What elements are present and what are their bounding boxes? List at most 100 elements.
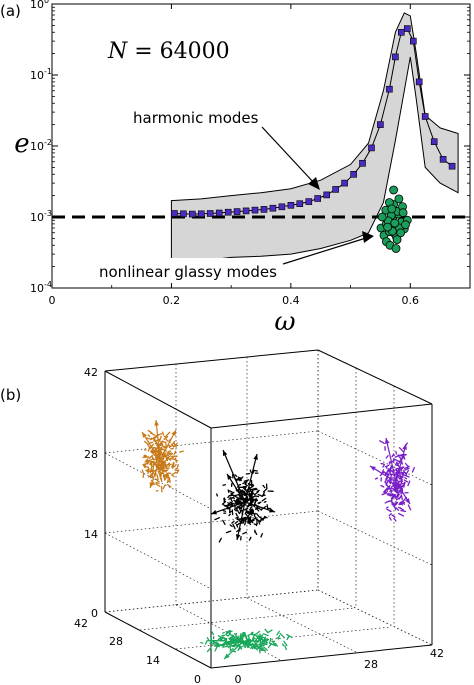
- y-tick-label: 10-3: [30, 209, 52, 224]
- glassy-point: [383, 222, 393, 232]
- grid-floor-1: [139, 607, 355, 631]
- x-tick-0: 0: [235, 673, 242, 685]
- cluster-black-arrow: [236, 501, 246, 541]
- z-tick-42: 42: [84, 366, 98, 379]
- x-tick-label: 0.6: [402, 294, 420, 307]
- z-tick-14: 14: [84, 528, 98, 541]
- y-tick-base: 10: [30, 69, 44, 82]
- cluster-black-arrowhead: [211, 510, 217, 515]
- cube-edge-bottom-left: [104, 611, 212, 669]
- cluster-green-arrowhead: [260, 646, 266, 651]
- y-tick-label: 10-4: [30, 280, 52, 295]
- harmonic-point: [377, 121, 384, 128]
- glassy-point: [396, 228, 406, 238]
- harmonic-point: [397, 28, 405, 36]
- grid-floor-4: [246, 597, 359, 654]
- harmonic-spread-band: [170, 12, 459, 265]
- harmonic-point: [269, 204, 277, 212]
- cluster-3d-black: [210, 449, 276, 543]
- series-layer: [171, 25, 456, 253]
- cluster-green-mesh: [200, 628, 293, 654]
- cube-edge-bottom-front: [210, 644, 433, 669]
- glassy-point: [377, 212, 387, 222]
- axes-a-ticks: [51, 3, 470, 289]
- harmonic-arrow-line: [261, 126, 316, 185]
- cluster-orange-arrowhead: [142, 432, 147, 438]
- y-tick-label: 10-1: [30, 67, 52, 82]
- cluster-orange-arrow: [141, 431, 161, 461]
- y-tick-28: 28: [109, 635, 123, 648]
- panel-b-label: (b): [0, 386, 21, 404]
- cluster-green-arrowhead: [224, 653, 230, 659]
- harmonic-point: [314, 195, 322, 202]
- y-tick-exponent: -4: [44, 280, 52, 289]
- cluster-purple-arrow: [395, 443, 407, 483]
- glassy-point: [398, 208, 408, 218]
- harmonic-point: [409, 37, 417, 45]
- harmonic-point: [180, 210, 187, 218]
- harmonic-point: [368, 144, 375, 152]
- harmonic-point: [305, 198, 313, 205]
- harmonic-point: [233, 208, 241, 215]
- x-tick-label: 0: [49, 294, 56, 307]
- y-axis-label: e: [14, 129, 29, 159]
- glassy-point: [389, 185, 399, 195]
- n-symbol: N: [107, 39, 128, 64]
- y-tick-label: 100: [30, 0, 49, 11]
- harmonic-point: [341, 179, 348, 187]
- cluster-black-arrowhead: [253, 454, 258, 460]
- cluster-orange-arrow: [155, 419, 161, 461]
- glassy-point: [394, 194, 404, 204]
- cluster-black-arrowhead: [269, 508, 275, 513]
- y-tick-base: 10: [30, 282, 44, 295]
- z-tick-0: 0: [91, 607, 98, 620]
- cluster-orange-mesh: [141, 429, 184, 493]
- glassy-point: [391, 244, 401, 253]
- cluster-black-arrow: [222, 449, 246, 503]
- x-tick-label: 0.2: [163, 294, 181, 307]
- glassy-point: [390, 218, 400, 228]
- cube-edge-back-right-top: [317, 349, 433, 405]
- y-tick-42: 42: [74, 617, 88, 630]
- y-tick-exponent: -1: [44, 67, 52, 76]
- n-value: 64000: [160, 39, 230, 64]
- cluster-orange-arrow: [159, 429, 177, 461]
- y-tick-0: 0: [194, 673, 201, 685]
- y-tick-14: 14: [146, 654, 160, 667]
- harmonic-point: [430, 138, 438, 145]
- harmonic-point: [171, 210, 178, 217]
- y-tick-exponent: -3: [44, 209, 52, 218]
- glassy-arrow-line: [282, 237, 367, 265]
- x-tick-28: 28: [364, 658, 378, 671]
- harmonic-point: [359, 160, 366, 167]
- harmonic-point: [448, 162, 456, 170]
- cube-edge-hidden-right: [317, 589, 433, 646]
- panel-a-label: (a): [0, 2, 21, 20]
- y-tick-exponent: -2: [44, 138, 52, 147]
- harmonic-point: [350, 171, 357, 178]
- glassy-point: [401, 220, 410, 230]
- annotation-nonlinear-glassy-modes: nonlinear glassy modes: [99, 263, 277, 281]
- glassy-arrow-head: [362, 231, 374, 243]
- annotation-harmonic-modes: harmonic modes: [133, 109, 259, 127]
- annotation-glassy-background: [96, 258, 280, 282]
- harmonic-point: [287, 202, 295, 209]
- x-tick-label: 0.4: [282, 294, 300, 307]
- harmonic-point: [189, 210, 196, 218]
- cluster-black-arrow: [244, 453, 258, 503]
- cube-edge-front-top: [210, 403, 433, 429]
- y-tick-base: 10: [30, 140, 44, 153]
- y-tick-exponent: 0: [44, 0, 49, 5]
- harmonic-point: [296, 200, 304, 207]
- harmonic-point: [439, 156, 447, 163]
- harmonic-point: [198, 210, 205, 218]
- cube-grid: [104, 357, 433, 662]
- glassy-point: [387, 204, 397, 214]
- cluster-orange-arrowhead: [171, 430, 176, 436]
- y-tick-base: 10: [30, 0, 44, 11]
- harmonic-point: [224, 208, 232, 216]
- panel-b: (b) 42: [0, 349, 444, 685]
- harmonic-point: [415, 78, 423, 86]
- harmonic-series-line: [174, 27, 453, 215]
